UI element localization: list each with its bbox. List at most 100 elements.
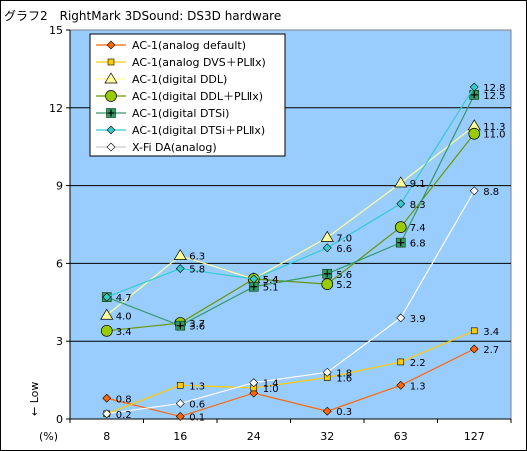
series-line xyxy=(106,330,475,415)
data-point xyxy=(469,186,479,196)
data-label: 2.7 xyxy=(483,345,499,356)
legend-item: AC-1(digital DTSi) xyxy=(96,107,229,120)
data-label: 4.7 xyxy=(116,293,132,304)
data-label: 5.2 xyxy=(336,280,352,291)
data-label: 11.3 xyxy=(483,122,505,133)
data-label: 5.6 xyxy=(336,270,352,281)
chart-title: グラフ2 RightMark 3DSound: DS3D hardware xyxy=(4,9,281,23)
legend-label: AC-1(analog DVS＋PLⅡx) xyxy=(132,56,266,69)
legend-label: AC-1(digital DDL＋PLⅡx) xyxy=(132,90,263,103)
x-tick-label: 32 xyxy=(320,430,334,443)
series-5 xyxy=(102,82,479,302)
x-tick-label: 127 xyxy=(464,430,485,443)
data-label: 3.4 xyxy=(483,327,499,338)
data-point xyxy=(175,320,186,331)
legend-item: AC-1(digital DDL＋PLⅡx) xyxy=(96,90,263,103)
data-label: 5.4 xyxy=(263,275,279,286)
legend-marker xyxy=(106,108,116,118)
data-label: 1.8 xyxy=(336,368,352,379)
x-axis-label: (%) xyxy=(39,430,58,443)
legend-marker xyxy=(104,72,118,84)
legend-marker xyxy=(107,58,115,66)
series-line xyxy=(106,94,475,327)
series-line xyxy=(106,133,475,332)
y-tick-label: 9 xyxy=(56,180,63,193)
data-label: 1.6 xyxy=(336,374,352,385)
legend-label: AC-1(analog default) xyxy=(132,39,246,52)
data-label: 9.1 xyxy=(410,179,426,190)
data-point xyxy=(173,248,187,260)
data-label: 6.3 xyxy=(189,252,205,263)
data-label: 5.4 xyxy=(263,275,279,286)
data-point xyxy=(322,243,332,253)
data-label: 1.0 xyxy=(263,384,279,395)
series-6 xyxy=(102,186,479,419)
data-label: 3.4 xyxy=(116,327,132,338)
legend: AC-1(analog default) AC-1(analog DVS＋PLⅡx… xyxy=(89,33,286,157)
data-point xyxy=(249,378,259,388)
data-point xyxy=(396,313,406,323)
data-label: 1.3 xyxy=(410,381,426,392)
legend-marker xyxy=(106,125,116,135)
legend-marker xyxy=(105,90,117,102)
series-layer xyxy=(100,82,481,421)
data-label: 8.3 xyxy=(410,200,426,211)
axes: 0 3 6 9 12 15 8 16 24 32 63 127 xyxy=(49,24,512,443)
data-point xyxy=(175,264,185,274)
data-label: 4.0 xyxy=(116,311,132,322)
data-label: 3.6 xyxy=(189,322,205,333)
data-label: 0.2 xyxy=(116,410,132,421)
data-label: 1.4 xyxy=(263,379,279,390)
series-0 xyxy=(102,344,479,421)
data-point xyxy=(322,367,332,377)
data-point xyxy=(397,358,405,366)
data-label: 6.6 xyxy=(336,244,352,255)
data-labels: 0.8 0.1 0.3 1.3 2.7 0.2 1.3 1.0 1.6 2.2 3.4 4.0 6.3 5… xyxy=(116,83,506,423)
y-tick-label: 3 xyxy=(56,335,63,348)
x-tick-label: 63 xyxy=(394,430,408,443)
series-line xyxy=(106,348,475,418)
data-point xyxy=(102,292,112,302)
data-label: 8.8 xyxy=(483,187,499,198)
data-point xyxy=(175,399,185,408)
series-line xyxy=(106,86,475,298)
data-label: 2.2 xyxy=(410,358,426,369)
data-point xyxy=(469,82,479,92)
legend-label: X-Fi DA(analog) xyxy=(132,141,217,154)
y-axis-label: ← Low xyxy=(28,382,41,416)
data-label: 3.9 xyxy=(410,314,426,325)
data-point xyxy=(100,308,114,320)
legend-box xyxy=(89,33,286,157)
legend-label: AC-1(digital DTSi) xyxy=(132,107,229,120)
data-point xyxy=(321,278,334,290)
data-point xyxy=(396,199,406,209)
x-tick-label: 24 xyxy=(247,430,261,443)
legend-marker xyxy=(106,40,116,50)
data-point xyxy=(394,221,407,233)
data-point xyxy=(176,381,184,389)
data-point xyxy=(322,268,333,279)
y-tick-label: 6 xyxy=(56,257,63,270)
data-label: 0.6 xyxy=(189,399,205,410)
data-label: 0.3 xyxy=(336,407,352,418)
data-label: 0.8 xyxy=(116,394,132,405)
y-tick-label: 15 xyxy=(49,24,63,37)
x-tick-label: 16 xyxy=(173,430,187,443)
data-point xyxy=(248,281,259,292)
legend-item: AC-1(analog default) xyxy=(96,39,246,52)
data-label: 1.3 xyxy=(189,381,205,392)
legend-label: AC-1(digital DDL) xyxy=(132,73,227,86)
data-label: 5.8 xyxy=(189,265,205,276)
data-point xyxy=(396,380,406,390)
data-point xyxy=(322,406,332,416)
data-point xyxy=(394,176,408,188)
y-tick-label: 0 xyxy=(56,413,63,426)
data-point xyxy=(100,324,113,337)
data-point xyxy=(102,393,112,403)
series-line xyxy=(106,190,475,415)
data-point xyxy=(395,237,406,248)
legend-label: AC-1(digital DTSi＋PLⅡx) xyxy=(132,124,265,137)
y-tick-label: 12 xyxy=(49,102,63,115)
